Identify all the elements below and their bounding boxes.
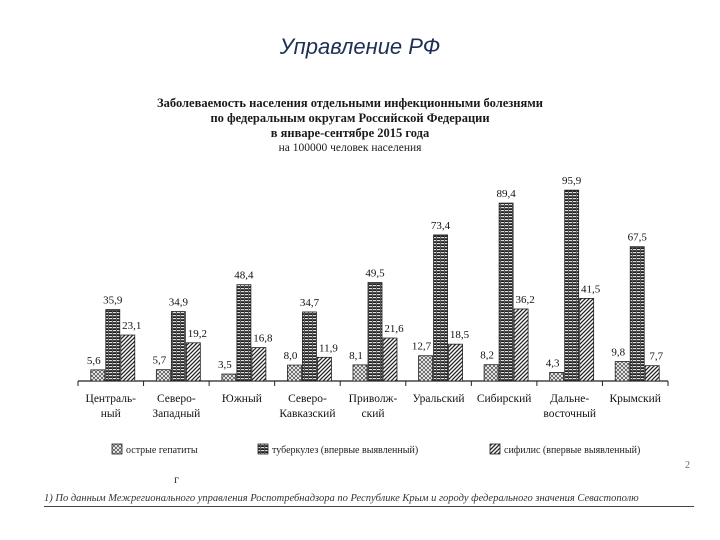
chart-subtitle2: на 100000 человек населения <box>278 142 422 154</box>
chart-title-block: Заболеваемость населения отдельными инфе… <box>120 96 580 156</box>
bar-2-1 <box>105 309 121 382</box>
legend-label-2: туберкулез (впервые выявленный) <box>272 445 418 456</box>
data-label-2-3: 48,4 <box>234 270 254 282</box>
category-label-8: Дальне- <box>550 393 589 405</box>
bar-1-4 <box>287 364 302 382</box>
category-label-1: ный <box>101 408 121 420</box>
corner-mark: г <box>174 472 179 486</box>
chart-title: Заболеваемость населения отдельными инфе… <box>157 96 543 110</box>
legend-swatch-1 <box>111 443 123 455</box>
data-label-2-4: 34,7 <box>300 297 320 309</box>
category-label-6: Уральский <box>413 393 465 405</box>
bar-3-6 <box>448 343 463 382</box>
bar-1-2 <box>155 369 171 382</box>
data-label-2-2: 34,9 <box>169 297 189 309</box>
data-label-2-8: 95,9 <box>562 175 582 187</box>
data-label-2-7: 89,4 <box>496 188 516 200</box>
bar-2-8 <box>564 189 580 382</box>
data-label-3-6: 18,5 <box>450 329 470 341</box>
bar-3-9 <box>644 365 660 382</box>
data-label-1-4: 8,0 <box>284 350 298 362</box>
category-label-4: Северо- <box>288 393 327 405</box>
data-label-1-6: 12,7 <box>412 341 432 353</box>
category-label-8: восточный <box>543 408 596 420</box>
category-label-4: Кавказский <box>279 408 335 420</box>
data-label-1-7: 8,2 <box>480 350 494 362</box>
data-label-3-1: 23,1 <box>122 320 141 332</box>
bar-3-5 <box>382 337 398 382</box>
data-label-1-2: 5,7 <box>152 355 166 367</box>
bar-2-4 <box>302 311 317 382</box>
bar-3-8 <box>579 298 595 382</box>
legend-swatch-2 <box>257 443 269 455</box>
data-label-3-4: 11,9 <box>319 342 338 354</box>
data-label-2-6: 73,4 <box>431 220 451 232</box>
bar-2-7 <box>498 202 514 382</box>
data-label-3-7: 36,2 <box>515 294 534 306</box>
category-label-1: Централь- <box>86 393 137 405</box>
bar-1-5 <box>352 364 368 382</box>
data-label-3-8: 41,5 <box>581 283 601 295</box>
data-label-1-5: 8,1 <box>349 350 363 362</box>
bar-1-3 <box>221 373 237 382</box>
category-label-7: Сибирский <box>477 393 532 405</box>
footnote: 1) По данным Межрегионального управления… <box>44 493 694 507</box>
category-label-2: Западный <box>152 408 200 420</box>
bar-3-2 <box>185 342 201 382</box>
bar-1-7 <box>483 364 499 382</box>
chart-subtitle: в январе-сентябре 2015 года <box>270 126 430 140</box>
bar-3-3 <box>251 347 267 382</box>
data-label-3-5: 21,6 <box>384 323 404 335</box>
chart-title-line2: по федеральным округам Российской Федера… <box>210 111 490 125</box>
data-label-2-9: 67,5 <box>628 232 648 244</box>
legend-swatch-3 <box>489 443 501 455</box>
bar-2-5 <box>367 282 383 382</box>
data-label-3-3: 16,8 <box>253 333 273 345</box>
bar-2-2 <box>170 311 186 382</box>
data-label-1-1: 5,6 <box>87 355 101 367</box>
data-label-3-2: 19,2 <box>188 328 207 340</box>
data-label-1-8: 4,3 <box>546 357 560 369</box>
bar-3-4 <box>317 356 332 382</box>
side-mark: 2 <box>685 460 690 471</box>
category-label-5: ский <box>362 408 385 420</box>
slide-title: Управление РФ <box>279 34 441 59</box>
bar-1-6 <box>418 355 433 382</box>
bar-3-7 <box>513 308 529 382</box>
bar-2-6 <box>433 234 448 382</box>
bar-1-8 <box>549 372 565 382</box>
category-label-3: Южный <box>222 393 262 405</box>
category-label-5: Приволж- <box>349 393 398 405</box>
category-label-9: Крымский <box>610 393 661 405</box>
legend-label-3: сифилис (впервые выявленный) <box>504 445 640 456</box>
data-label-1-3: 3,5 <box>218 359 232 371</box>
bar-2-3 <box>236 284 252 382</box>
category-label-2: Северо- <box>157 393 196 405</box>
data-label-1-9: 9,8 <box>611 346 625 358</box>
bar-2-9 <box>629 246 645 382</box>
bar-1-9 <box>614 361 630 382</box>
bar-1-1 <box>90 369 106 382</box>
bar-3-1 <box>120 334 136 382</box>
data-label-2-1: 35,9 <box>103 295 123 307</box>
legend-label-1: острые гепатиты <box>126 445 198 456</box>
data-label-3-9: 7,7 <box>649 351 663 363</box>
data-label-2-5: 49,5 <box>365 267 385 279</box>
